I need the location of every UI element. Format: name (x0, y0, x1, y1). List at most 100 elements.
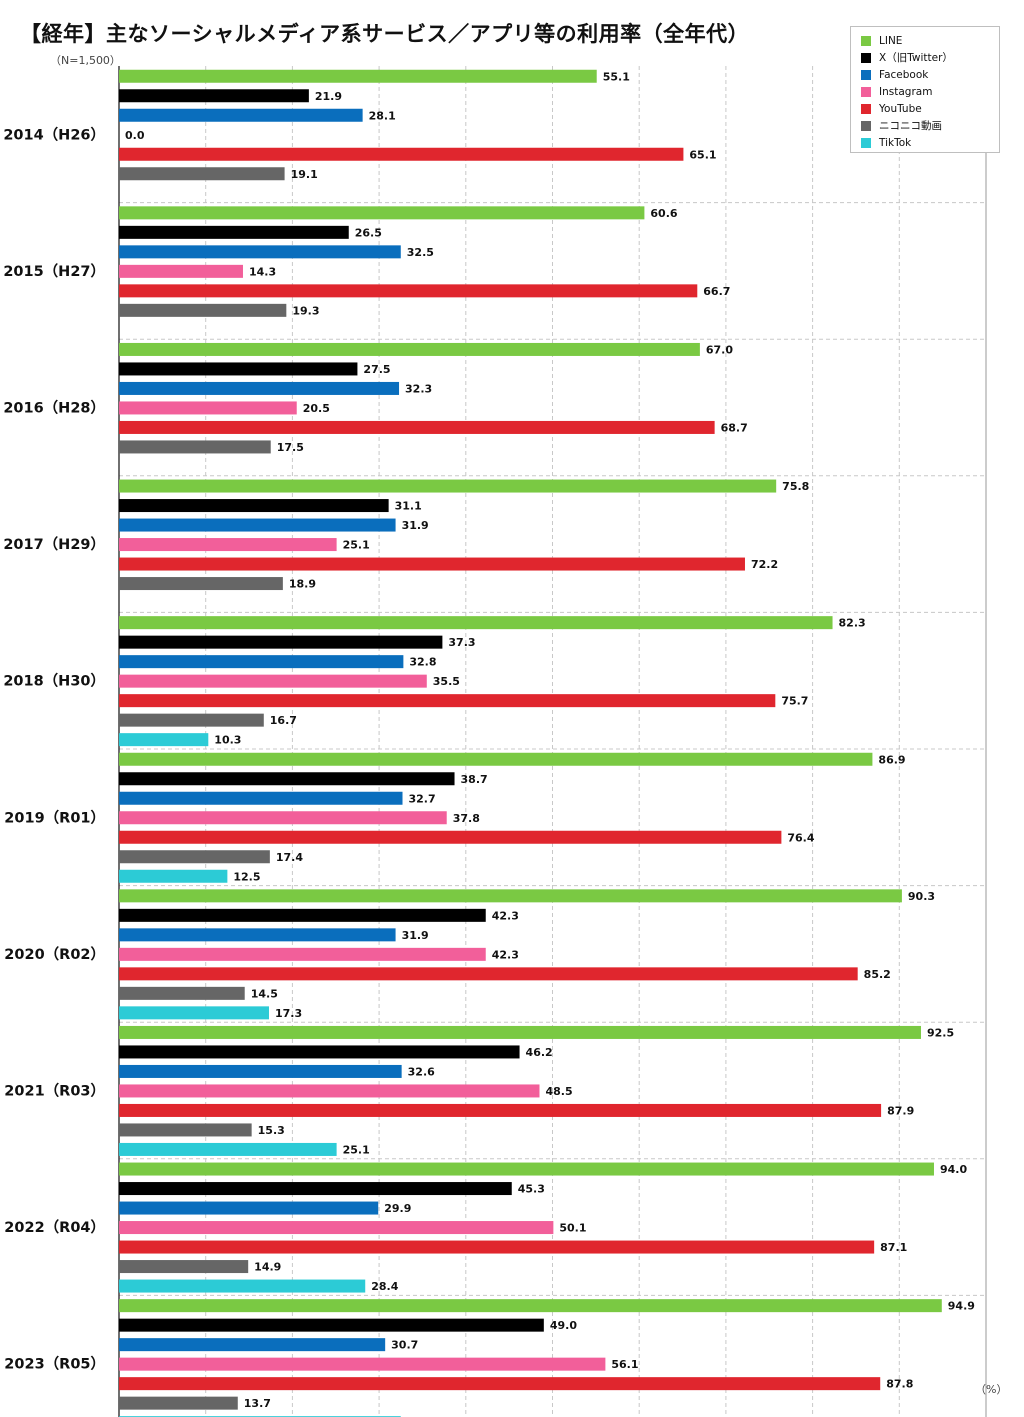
legend-label: LINE (879, 34, 903, 47)
data-label: 72.2 (751, 558, 778, 571)
bar (119, 440, 271, 454)
legend: LINE X（旧Twitter） Facebook Instagram YouTube ニ… (850, 26, 1000, 153)
data-label: 17.5 (277, 441, 304, 454)
data-label: 90.3 (908, 890, 935, 903)
bar (119, 1377, 881, 1391)
bar (119, 108, 363, 122)
bar (119, 1318, 544, 1332)
data-label: 12.5 (233, 870, 260, 883)
data-label: 56.1 (611, 1358, 638, 1371)
data-label: 87.9 (887, 1104, 914, 1117)
legend-label: YouTube (879, 102, 922, 115)
data-label: 28.4 (371, 1280, 398, 1293)
legend-item: ニコニコ動画 (861, 117, 999, 134)
data-label: 32.6 (408, 1065, 435, 1078)
bar (119, 850, 270, 864)
category-label: 2022（R04） (4, 1218, 105, 1236)
data-label: 46.2 (526, 1046, 553, 1059)
category-label: 2021（R03） (4, 1082, 105, 1100)
category-label: 2020（R02） (4, 945, 105, 963)
data-label: 26.5 (355, 226, 382, 239)
data-label: 16.7 (270, 714, 297, 727)
bar (119, 284, 698, 298)
bar (119, 1006, 269, 1020)
bar (119, 89, 309, 103)
sample-size-note: （N=1,500） (50, 54, 121, 67)
bar (119, 791, 403, 805)
data-label: 20.5 (303, 402, 330, 415)
category-label: 2014（H26） (3, 125, 105, 143)
bar (119, 518, 396, 532)
bar (119, 362, 358, 376)
data-label: 65.1 (689, 148, 716, 161)
bar (119, 147, 684, 161)
bar (119, 69, 597, 83)
data-label: 50.1 (559, 1222, 586, 1235)
data-label: 28.1 (369, 109, 396, 122)
bar (119, 889, 902, 903)
data-label: 87.1 (880, 1241, 907, 1254)
bar (119, 499, 389, 513)
bar (119, 635, 443, 649)
data-label: 0.0 (125, 129, 145, 142)
bar (119, 557, 745, 571)
bar (119, 1182, 512, 1196)
data-label: 45.3 (518, 1183, 545, 1196)
bar (119, 1201, 379, 1215)
bar (119, 1299, 942, 1313)
legend-item: TikTok (861, 134, 999, 151)
data-label: 68.7 (721, 421, 748, 434)
data-label: 66.7 (703, 285, 730, 298)
bar (119, 967, 858, 981)
bar (119, 245, 401, 259)
data-label: 31.9 (402, 519, 429, 532)
bar (119, 772, 455, 786)
bar (119, 694, 776, 708)
bar (119, 225, 349, 239)
data-label: 76.4 (787, 831, 814, 844)
data-label: 42.3 (492, 948, 519, 961)
x-axis-unit-label: （%） (975, 1383, 1008, 1396)
bar (119, 1142, 337, 1156)
data-label: 85.2 (864, 968, 891, 981)
legend-swatch (861, 103, 871, 114)
data-label: 17.3 (275, 1007, 302, 1020)
data-label: 25.1 (343, 539, 370, 552)
category-label: 2019（R01） (4, 808, 105, 826)
data-label: 27.5 (363, 363, 390, 376)
data-label: 35.5 (433, 675, 460, 688)
bar (119, 264, 243, 278)
data-label: 14.3 (249, 265, 276, 278)
bar (119, 752, 873, 766)
bar (119, 1162, 934, 1176)
bar (119, 713, 264, 727)
bar (119, 577, 283, 591)
bar (119, 908, 486, 922)
bar (119, 616, 833, 630)
data-label: 37.3 (448, 636, 475, 649)
bar (119, 1025, 921, 1039)
data-label: 38.7 (461, 773, 488, 786)
data-label: 42.3 (492, 909, 519, 922)
data-label: 75.8 (782, 480, 809, 493)
bar (119, 1338, 386, 1352)
legend-swatch (861, 137, 871, 148)
data-label: 48.5 (545, 1085, 572, 1098)
data-label: 19.3 (292, 304, 319, 317)
data-label: 37.8 (453, 812, 480, 825)
bar (119, 811, 447, 825)
category-label: 2016（H28） (3, 399, 105, 417)
data-label: 32.7 (409, 792, 436, 805)
bar (119, 1045, 520, 1059)
bar (119, 420, 715, 434)
data-label: 86.9 (878, 753, 905, 766)
bar (119, 1260, 249, 1274)
data-label: 18.9 (289, 578, 316, 591)
data-label: 30.7 (391, 1339, 418, 1352)
data-label: 67.0 (706, 343, 733, 356)
data-label: 75.7 (781, 695, 808, 708)
legend-label: Instagram (879, 85, 933, 98)
data-label: 32.3 (405, 382, 432, 395)
bar (119, 655, 404, 669)
bar (119, 1084, 540, 1098)
